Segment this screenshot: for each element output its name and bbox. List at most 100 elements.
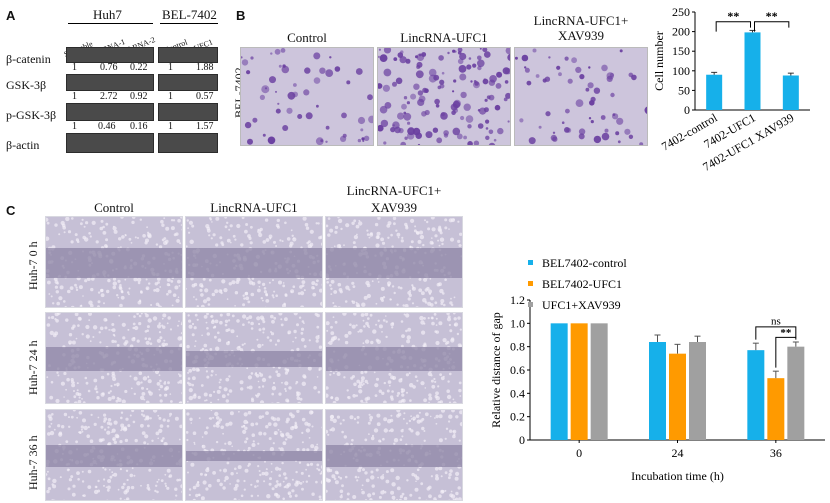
- stained-cell: [479, 48, 482, 50]
- stained-cells-texture: [241, 48, 373, 145]
- cell-speck: [430, 403, 432, 404]
- cell-speck: [227, 341, 230, 344]
- significance-bracket: [754, 21, 790, 32]
- cell-speck: [130, 485, 135, 490]
- stained-cell: [425, 131, 433, 139]
- cell-speck: [80, 222, 83, 226]
- cell-speck: [300, 327, 305, 331]
- cell-speck: [162, 325, 166, 329]
- cell-speck: [429, 415, 432, 418]
- cell-speck: [150, 304, 153, 306]
- stained-cell: [544, 76, 551, 82]
- cell-speck: [46, 376, 49, 379]
- cell-speck: [120, 289, 124, 293]
- cell-speck: [256, 338, 259, 341]
- cell-speck: [227, 441, 232, 446]
- cell-speck: [427, 289, 433, 294]
- cell-speck: [426, 487, 431, 491]
- stained-cell: [278, 64, 282, 68]
- cell-speck: [362, 319, 365, 322]
- cell-speck: [63, 396, 65, 398]
- cell-speck: [107, 278, 111, 283]
- cell-speck: [140, 423, 144, 428]
- stained-cell: [505, 92, 510, 99]
- cell-speck: [212, 233, 216, 237]
- cell-speck: [293, 237, 295, 239]
- cell-speck: [49, 395, 54, 400]
- cell-speck: [268, 437, 272, 441]
- stained-cell: [367, 94, 373, 101]
- stained-cell: [355, 68, 363, 75]
- cell-speck: [406, 391, 408, 394]
- cell-speck: [217, 420, 221, 424]
- stained-cell: [259, 94, 265, 100]
- cell-speck: [366, 396, 371, 401]
- cell-speck: [205, 321, 208, 324]
- cell-speck: [395, 229, 398, 232]
- cell-speck: [133, 376, 138, 381]
- cell-speck: [63, 499, 65, 500]
- cell-speck: [435, 422, 438, 425]
- cell-speck: [131, 467, 134, 470]
- cell-speck: [141, 392, 146, 396]
- stained-cell: [282, 125, 289, 131]
- cell-speck: [435, 414, 439, 419]
- cell-speck: [136, 277, 142, 282]
- cell-speck: [147, 376, 150, 379]
- stained-cell: [483, 78, 486, 81]
- cell-speck: [120, 295, 125, 300]
- cell-speck: [428, 401, 430, 403]
- cell-speck: [408, 372, 411, 375]
- cell-speck: [165, 342, 168, 346]
- cell-speck: [385, 315, 387, 317]
- cell-speck: [284, 476, 288, 480]
- cell-speck: [178, 285, 181, 287]
- cell-speck: [405, 329, 408, 333]
- cell-speck: [428, 393, 432, 397]
- cell-speck: [337, 476, 340, 478]
- cell-speck: [70, 305, 75, 307]
- cell-speck: [364, 499, 368, 500]
- cell-speck: [297, 292, 301, 295]
- bel7402-label: BEL-7402: [162, 7, 217, 22]
- cell-speck: [270, 416, 275, 420]
- cell-speck: [344, 340, 349, 345]
- cell-speck: [137, 237, 139, 239]
- cell-speck: [423, 322, 426, 325]
- cell-speck: [309, 462, 314, 466]
- blot-quant-value: 0.92: [130, 91, 148, 102]
- blot-quant-value: 0.16: [130, 121, 148, 132]
- legend-swatch: [528, 260, 533, 265]
- cell-speck: [435, 474, 439, 478]
- cell-speck: [361, 488, 363, 491]
- cell-speck: [228, 319, 231, 322]
- cell-speck: [448, 323, 451, 327]
- cell-speck: [281, 240, 284, 243]
- cell-speck: [174, 416, 179, 421]
- cell-speck: [63, 231, 66, 234]
- cell-speck: [180, 323, 182, 326]
- cell-speck: [405, 226, 409, 230]
- stained-cell: [587, 82, 594, 89]
- cell-speck: [401, 393, 405, 397]
- cell-speck: [427, 317, 430, 320]
- cell-speck: [388, 429, 391, 432]
- cell-speck: [333, 290, 338, 294]
- stained-cell: [488, 79, 496, 86]
- stained-cell: [399, 56, 407, 64]
- cell-speck: [390, 233, 393, 237]
- cell-speck: [257, 343, 262, 349]
- legend-label: UFC1+XAV939: [542, 298, 621, 312]
- cell-speck: [388, 384, 391, 387]
- cell-speck: [228, 282, 232, 286]
- stained-cell: [601, 132, 610, 141]
- stained-cell: [357, 116, 366, 125]
- cell-speck: [361, 484, 364, 487]
- cell-speck: [284, 387, 287, 391]
- cell-speck: [133, 277, 138, 282]
- stained-cell: [463, 103, 471, 111]
- stained-cell: [270, 52, 273, 55]
- cell-speck: [247, 410, 252, 415]
- cell-speck: [206, 332, 210, 336]
- cell-speck: [315, 283, 318, 286]
